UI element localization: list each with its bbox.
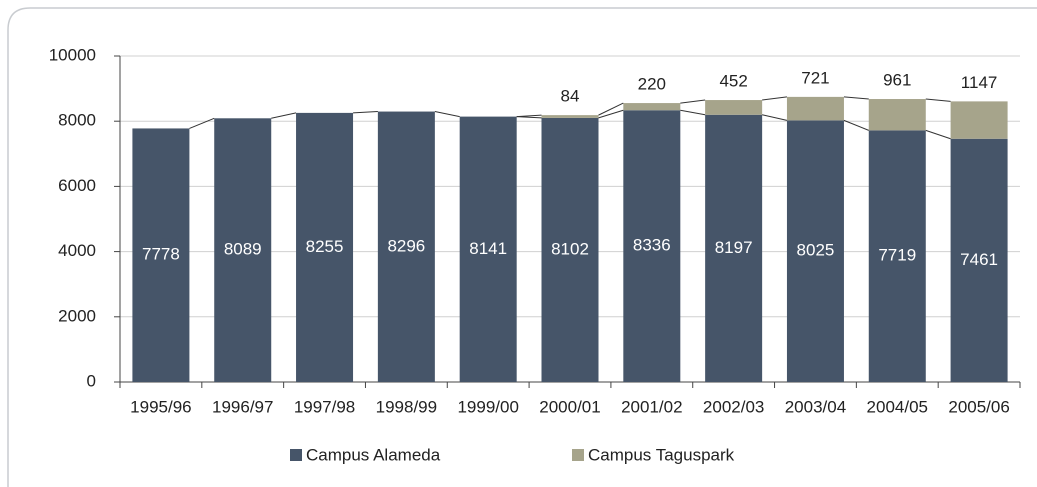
y-tick-label: 8000	[58, 111, 96, 130]
bar-segment	[541, 115, 599, 118]
x-tick-label: 2001/02	[621, 397, 682, 416]
x-tick-label: 2004/05	[867, 397, 928, 416]
legend-swatch	[290, 449, 302, 461]
bar-segment	[868, 99, 926, 131]
value-label: 7719	[878, 246, 916, 265]
x-tick-label: 1999/00	[457, 397, 518, 416]
value-label: 8296	[387, 236, 425, 255]
x-tick-label: 2005/06	[948, 397, 1009, 416]
value-label: 7778	[142, 245, 180, 264]
bar-segment	[786, 96, 844, 121]
series-line	[925, 129, 951, 140]
value-label: 961	[883, 71, 911, 90]
bar-segment	[786, 120, 844, 382]
x-tick-label: 2003/04	[785, 397, 846, 416]
value-label: 8255	[306, 237, 344, 256]
value-label: 8025	[797, 241, 835, 260]
value-label: 8089	[224, 240, 262, 259]
bar-segment	[705, 114, 763, 382]
series-line	[434, 111, 460, 118]
bar-segment	[377, 111, 435, 382]
series-line	[680, 109, 706, 116]
value-label: 7461	[960, 250, 998, 269]
legend-label: Campus Taguspark	[588, 445, 735, 464]
series-line	[598, 102, 624, 116]
bar-segment	[296, 112, 354, 383]
value-label: 452	[719, 72, 747, 91]
y-tick-label: 0	[87, 371, 96, 390]
bar-segment	[459, 116, 517, 383]
bar-segment	[132, 128, 190, 382]
y-tick-label: 4000	[58, 241, 96, 260]
bar-segment	[950, 101, 1008, 139]
bar-segment	[950, 138, 1008, 382]
legend-swatch	[572, 449, 584, 461]
bar-segment	[705, 100, 763, 115]
x-tick-label: 1997/98	[294, 397, 355, 416]
value-label: 84	[561, 87, 580, 106]
bar-segment	[623, 110, 681, 382]
frame	[7, 7, 1037, 487]
y-tick-label: 6000	[58, 176, 96, 195]
x-tick-label: 1995/96	[130, 397, 191, 416]
series-line	[516, 114, 542, 118]
series-line	[189, 117, 215, 129]
series-line	[925, 98, 951, 102]
x-tick-label: 2000/01	[539, 397, 600, 416]
y-tick-label: 10000	[49, 45, 96, 64]
y-tick-label: 2000	[58, 306, 96, 325]
value-label: 1147	[961, 73, 998, 92]
series-line	[843, 119, 869, 131]
bar-segment	[623, 103, 681, 111]
series-line	[680, 99, 706, 104]
series-line	[353, 111, 378, 114]
series-line	[271, 112, 297, 119]
bar-segment	[868, 130, 926, 382]
x-tick-label: 2002/03	[703, 397, 764, 416]
series-line	[762, 114, 788, 121]
series-line	[762, 96, 788, 101]
bar-segment	[541, 117, 599, 382]
x-tick-label: 1996/97	[212, 397, 273, 416]
value-label: 8197	[715, 238, 753, 257]
legend-label: Campus Alameda	[306, 445, 441, 464]
value-label: 8102	[551, 239, 589, 258]
value-label: 8141	[469, 239, 507, 258]
series-line	[598, 109, 624, 119]
series-line	[843, 96, 869, 100]
value-label: 8336	[633, 236, 671, 255]
value-label: 220	[638, 75, 666, 94]
value-label: 721	[801, 68, 829, 87]
bar-segment	[214, 118, 272, 383]
x-tick-label: 1998/99	[376, 397, 437, 416]
